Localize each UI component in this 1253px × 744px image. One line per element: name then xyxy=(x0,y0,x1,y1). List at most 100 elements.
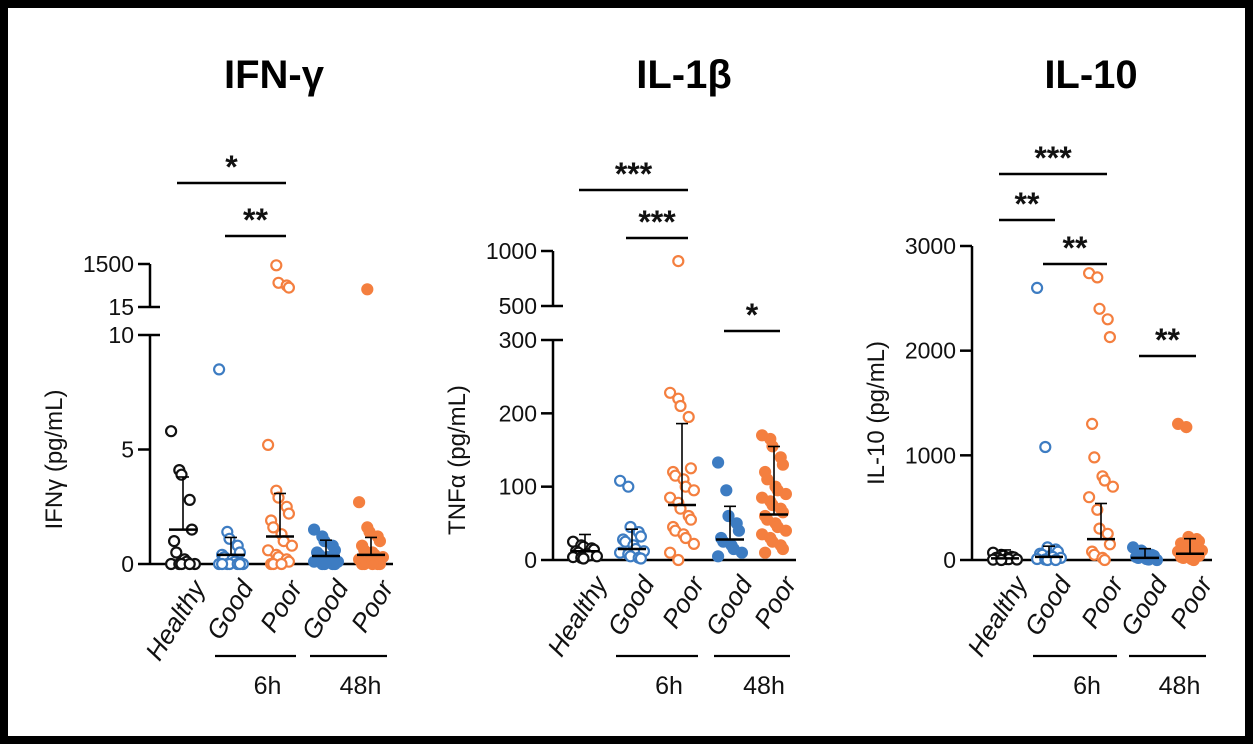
time-group-label: 48h xyxy=(1159,672,1201,700)
data-point xyxy=(1091,271,1104,284)
x-category-label: Good xyxy=(699,570,759,641)
data-point xyxy=(720,484,733,497)
data-point xyxy=(758,546,772,559)
time-group-label: 6h xyxy=(254,672,282,700)
figure-frame: IFN-γ 0 5 10 15 1500 IFNγ (pg/mL) * ** Healthy Goo… xyxy=(8,8,1245,736)
data-point xyxy=(672,255,685,268)
data-point xyxy=(1098,474,1111,487)
data-point xyxy=(1180,421,1193,434)
y-tick-label: 1000 xyxy=(486,238,537,264)
data-point xyxy=(1098,553,1111,567)
data-point xyxy=(1101,527,1114,540)
significance-label: ** xyxy=(243,202,268,238)
data-point xyxy=(353,496,366,509)
data-point xyxy=(1093,302,1106,315)
time-group-label: 48h xyxy=(340,672,382,700)
x-category-label: Poor xyxy=(345,574,400,638)
data-point xyxy=(366,557,379,571)
data-point xyxy=(779,524,793,537)
data-point xyxy=(275,557,288,571)
x-category-label: Healthy xyxy=(541,569,614,661)
data-point xyxy=(1085,417,1099,430)
data-point xyxy=(613,474,627,487)
data-point xyxy=(722,509,735,523)
data-point xyxy=(1150,553,1164,567)
data-point xyxy=(1106,480,1120,493)
data-point xyxy=(634,552,648,565)
data-point xyxy=(776,458,790,471)
x-category-label: Good xyxy=(1018,570,1078,641)
significance-label: *** xyxy=(638,204,676,240)
significance-label: * xyxy=(746,297,759,333)
data-point xyxy=(577,552,590,565)
data-point xyxy=(776,542,790,556)
data-point xyxy=(732,524,746,537)
data-point xyxy=(270,259,283,272)
y-tick-label: 100 xyxy=(499,474,537,500)
data-point xyxy=(634,530,648,543)
significance-label: ** xyxy=(1155,322,1180,358)
y-tick-label: 200 xyxy=(499,400,537,426)
data-point xyxy=(779,487,793,501)
data-point xyxy=(684,462,698,475)
data-point xyxy=(590,550,604,563)
data-point xyxy=(262,438,275,451)
chart-title: IL-1β xyxy=(636,53,732,97)
data-point xyxy=(233,557,246,571)
data-point xyxy=(1103,538,1117,551)
y-tick-label: 0 xyxy=(943,547,956,573)
data-point xyxy=(328,557,341,571)
chart-title: IL-10 xyxy=(1044,53,1137,97)
x-category-label: Poor xyxy=(1164,570,1219,634)
data-point xyxy=(761,473,774,486)
y-axis-label: IFNγ (pg/mL) xyxy=(41,389,68,529)
x-category-label: Good xyxy=(200,574,260,645)
data-point xyxy=(361,283,374,296)
data-point xyxy=(663,546,677,559)
chart-title: IFN-γ xyxy=(224,53,325,97)
data-point xyxy=(285,539,298,552)
y-axis-label: IL-10 (pg/mL) xyxy=(863,341,890,485)
data-point xyxy=(282,507,295,520)
y-tick-label: 10 xyxy=(108,322,134,348)
significance-label: *** xyxy=(1034,140,1072,176)
significance-label: ** xyxy=(1063,230,1088,266)
data-point xyxy=(674,399,687,413)
data-point xyxy=(175,468,188,481)
data-point xyxy=(776,506,790,519)
x-category-label: Healthy xyxy=(139,573,212,665)
significance-label: * xyxy=(225,149,238,185)
significance-label: ** xyxy=(1015,186,1040,222)
data-point xyxy=(711,456,725,469)
y-tick-label: 500 xyxy=(499,293,537,319)
x-category-label: Good xyxy=(295,574,355,645)
data-point xyxy=(1091,503,1104,516)
x-category-label: Poor xyxy=(748,570,803,634)
data-point xyxy=(223,532,236,545)
y-tick-label: 15 xyxy=(108,294,134,320)
data-point xyxy=(1082,491,1096,504)
data-point xyxy=(282,281,295,294)
y-tick-label: 1500 xyxy=(83,251,134,277)
data-point xyxy=(170,546,183,559)
y-tick-label: 1000 xyxy=(905,442,956,468)
data-point xyxy=(679,531,692,545)
data-point xyxy=(1103,331,1117,344)
data-point xyxy=(622,480,635,493)
data-point xyxy=(1093,522,1106,535)
data-point xyxy=(213,363,226,376)
time-group-label: 6h xyxy=(655,672,683,700)
significance-label: *** xyxy=(615,156,653,192)
data-point xyxy=(183,557,196,571)
data-point xyxy=(216,557,229,571)
x-category-label: Good xyxy=(1114,570,1174,641)
y-tick-label: 0 xyxy=(121,551,134,577)
y-tick-label: 2000 xyxy=(905,338,956,364)
y-tick-label: 0 xyxy=(524,547,537,573)
data-point xyxy=(1101,313,1114,326)
data-point xyxy=(735,546,749,559)
